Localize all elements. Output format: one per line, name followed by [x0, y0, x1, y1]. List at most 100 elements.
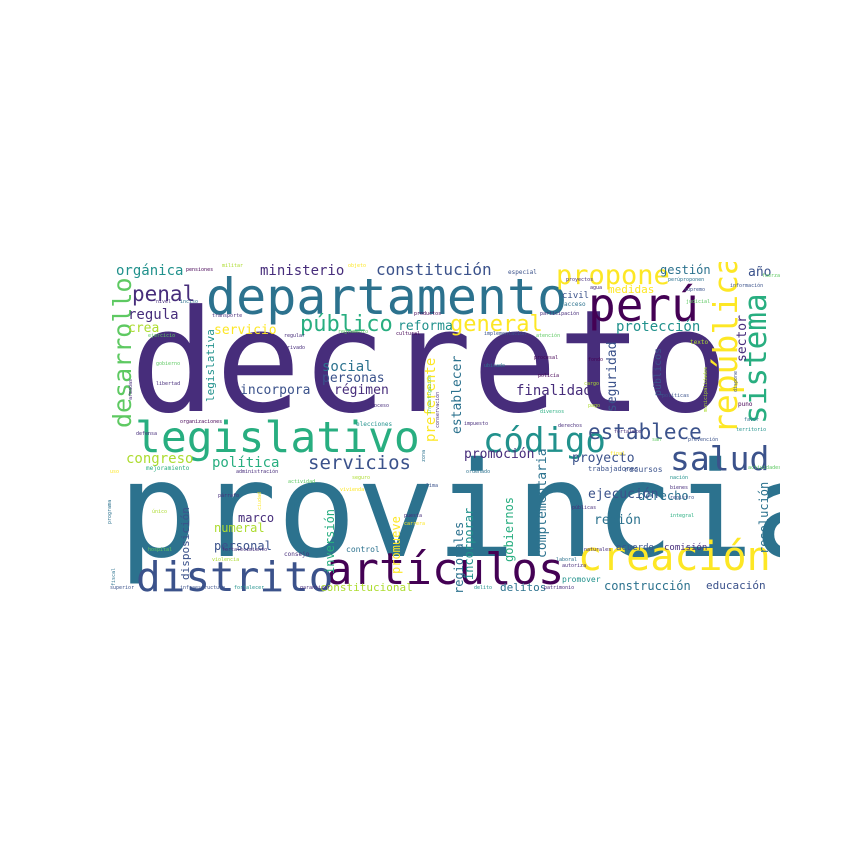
word-delitos: delitos	[500, 581, 547, 594]
word-proyecto: proyecto	[572, 451, 635, 466]
word-crea: crea	[128, 321, 160, 336]
word-personal: personal	[214, 539, 272, 553]
word-regula: regula	[128, 307, 179, 323]
word-consejo: consejo	[284, 551, 310, 558]
word-legislativo: legislativo	[135, 413, 420, 463]
word-fuerzas: fuerzas	[762, 273, 780, 279]
word-delito: delito	[474, 585, 493, 591]
word-numeral: numeral	[214, 521, 265, 535]
word-medidas: medidas	[608, 283, 655, 296]
word-comision: comisión	[664, 543, 708, 553]
word-educacion: educación	[706, 579, 766, 592]
word-organica: orgánica	[116, 263, 184, 279]
word-superior: superior	[110, 585, 135, 591]
word-atencion: atención	[536, 333, 561, 339]
word-zona: zona	[421, 449, 427, 462]
word-actividades: actividades	[748, 465, 780, 471]
word-administracion: administración	[236, 469, 279, 475]
word-proceso: proceso	[368, 403, 390, 409]
word-congreso: congreso	[126, 451, 194, 467]
word-marco: marco	[238, 511, 275, 525]
word-uso: uso	[110, 469, 120, 475]
word-ministerio: ministerio	[260, 263, 345, 279]
word-ubicado: ubicado	[484, 363, 506, 369]
word-procesal: procesal	[534, 355, 559, 361]
word-patrimonio: patrimonio	[544, 585, 575, 591]
word-puno: puno	[738, 401, 753, 408]
word-implementacion: implementación	[484, 331, 527, 337]
word-control: control	[346, 545, 380, 554]
word-creacion: creación	[578, 534, 771, 580]
word-reforma: reforma	[398, 319, 453, 334]
word-gobierno: gobierno	[156, 361, 181, 367]
word-ejecucion: ejecución	[588, 487, 659, 502]
word-texto: texto	[690, 339, 709, 346]
word-recursos: recursos	[624, 465, 663, 474]
word-derechos: derechos	[558, 423, 583, 429]
word-fortalece: fortalece	[614, 429, 642, 435]
word-reglamento: reglamento	[338, 329, 369, 335]
word-lima: lima	[426, 483, 439, 489]
word-constitucion: constitución	[376, 262, 492, 279]
word-nacion: nación	[670, 475, 689, 481]
word-municipalidades: municipalidades	[703, 366, 709, 412]
word-promocion: promoción	[464, 447, 535, 462]
word-especial: especial	[508, 269, 537, 276]
word-gestion: gestión	[660, 263, 711, 277]
word-organizaciones: organizaciones	[180, 419, 223, 425]
word-propone: propone	[556, 262, 670, 291]
word-constitucional: constitucional	[320, 581, 413, 594]
word-conservacion: conservación	[435, 391, 441, 428]
word-incorpora: incorpora	[240, 383, 311, 398]
word-establece: establece	[588, 420, 702, 444]
word-penal: penal	[132, 282, 196, 306]
word-prevencion: prevención	[688, 437, 719, 443]
word-fortalecimiento: fortalecimiento	[222, 547, 268, 553]
word-civil: civil	[562, 291, 590, 301]
word-deroga: deroga	[293, 497, 299, 516]
word-regular: regular	[284, 333, 306, 339]
word-armadas: armadas	[128, 378, 134, 400]
word-regimen: régimen	[334, 383, 389, 398]
word-servicios: servicios	[308, 452, 411, 474]
word-codigo: código	[483, 421, 606, 461]
word-cargo: cargo	[584, 381, 600, 387]
word-peruproponen: perúproponen	[668, 277, 705, 283]
word-articulos: artículos	[326, 544, 565, 595]
word-registro: registro	[670, 495, 695, 501]
word-garantizar: garantizar	[300, 585, 331, 591]
word-promueve: promueve	[389, 516, 403, 574]
word-trabajadores: trabajadores	[588, 465, 639, 473]
word-promover: promover	[562, 575, 601, 584]
word-final: final	[610, 451, 626, 457]
word-integral: integral	[670, 513, 695, 519]
word-sector: sector	[735, 315, 750, 362]
word-hospital: hospital	[148, 547, 173, 553]
word-carrera: carrera	[404, 521, 426, 527]
word-puesta: puesta	[404, 513, 423, 519]
word-salud: salud	[670, 439, 770, 478]
word-resolucion: resolución	[757, 481, 771, 554]
word-territorio: territorio	[736, 427, 767, 433]
word-agua: agua	[590, 285, 603, 291]
word-participacion: participación	[540, 311, 580, 317]
word-politicas: políticas	[662, 393, 690, 399]
word-dispone: dispone	[733, 370, 739, 392]
word-peru: perú	[588, 278, 699, 332]
word-gobiernos: gobiernos	[502, 496, 516, 562]
word-social: social	[322, 359, 373, 375]
word-construccion: construcción	[604, 579, 691, 593]
word-inciso: inciso	[180, 299, 199, 305]
word-derecho: derecho	[638, 489, 689, 503]
word-elecciones: elecciones	[356, 421, 393, 428]
word-seguro: seguro	[352, 475, 371, 481]
word-fiscal: fiscal	[111, 567, 117, 586]
word-personas: personas	[322, 371, 385, 386]
word-finalidad: finalidad	[516, 383, 592, 399]
word-autoriza: autoriza	[562, 563, 587, 569]
word-cloud: decreto provincia departamento legislati…	[108, 262, 780, 598]
word-ejercicio: ejercicio	[148, 333, 176, 339]
word-productos: productos	[414, 311, 442, 317]
word-favor: favor	[744, 417, 760, 423]
